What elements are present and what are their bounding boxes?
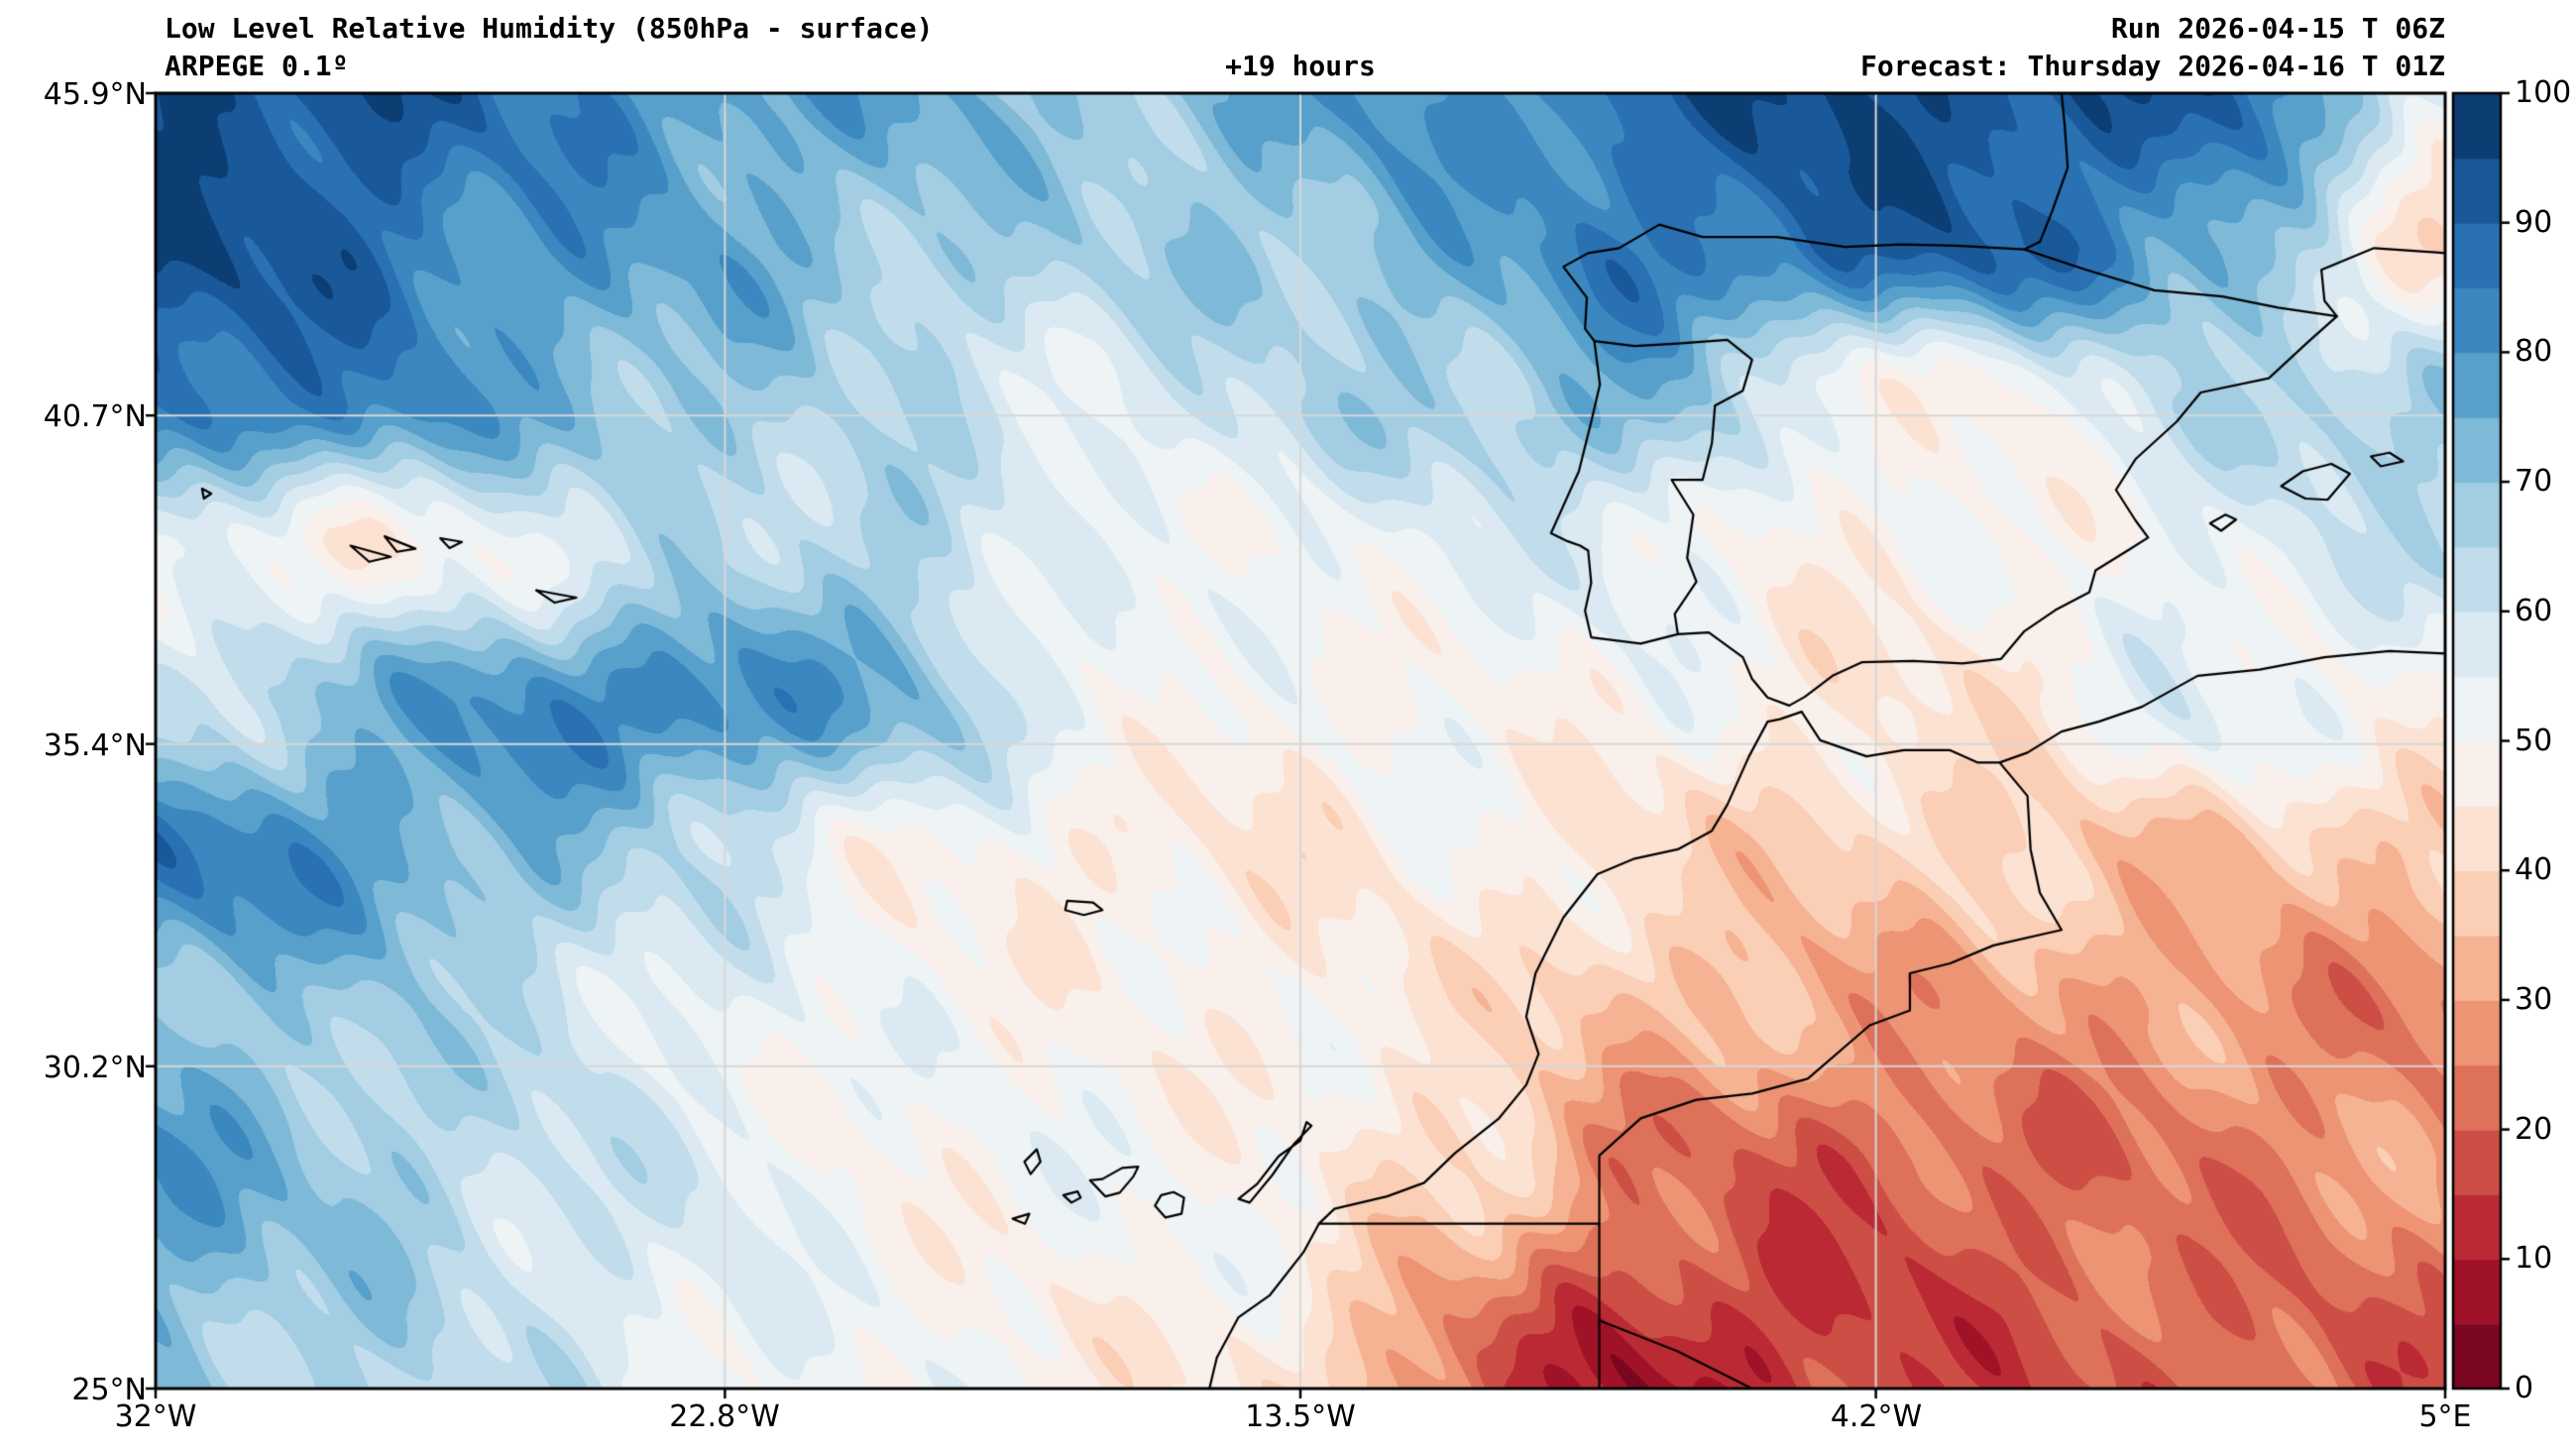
colorbar-tick-0: 0 [2515,1371,2534,1405]
colorbar-tick-50: 50 [2515,724,2553,758]
colorbar-tick-10: 10 [2515,1241,2553,1276]
colorbar-tick-90: 90 [2515,205,2553,240]
colorbar-tick-20: 20 [2515,1112,2553,1147]
colorbar-tick-60: 60 [2515,594,2553,628]
y-tick-35-4n: 35.4°N [43,728,147,763]
chart-title: Low Level Relative Humidity (850hPa - su… [165,12,934,45]
x-tick-32w: 32°W [114,1399,197,1434]
run-label: Run 2026-04-15 T 06Z [2110,12,2445,45]
lead-time-label: +19 hours [1225,50,1376,82]
y-tick-40-7n: 40.7°N [43,399,147,434]
y-tick-25n: 25°N [71,1373,147,1407]
x-tick-5e: 5°E [2418,1399,2472,1434]
colorbar-tick-30: 30 [2515,982,2553,1017]
colorbar-tick-80: 80 [2515,334,2553,369]
y-tick-45-9n: 45.9°N [43,77,147,112]
colorbar-tick-70: 70 [2515,464,2553,499]
x-tick-13-5w: 13.5°W [1245,1399,1356,1434]
model-label: ARPEGE 0.1º [165,50,349,82]
forecast-label: Forecast: Thursday 2026-04-16 T 01Z [1859,50,2445,82]
colorbar-tick-40: 40 [2515,852,2553,887]
y-tick-30-2n: 30.2°N [43,1051,147,1085]
x-tick-4-2w: 4.2°W [1830,1399,1923,1434]
colorbar-tick-100: 100 [2515,75,2572,110]
x-tick-22-8w: 22.8°W [669,1399,780,1434]
